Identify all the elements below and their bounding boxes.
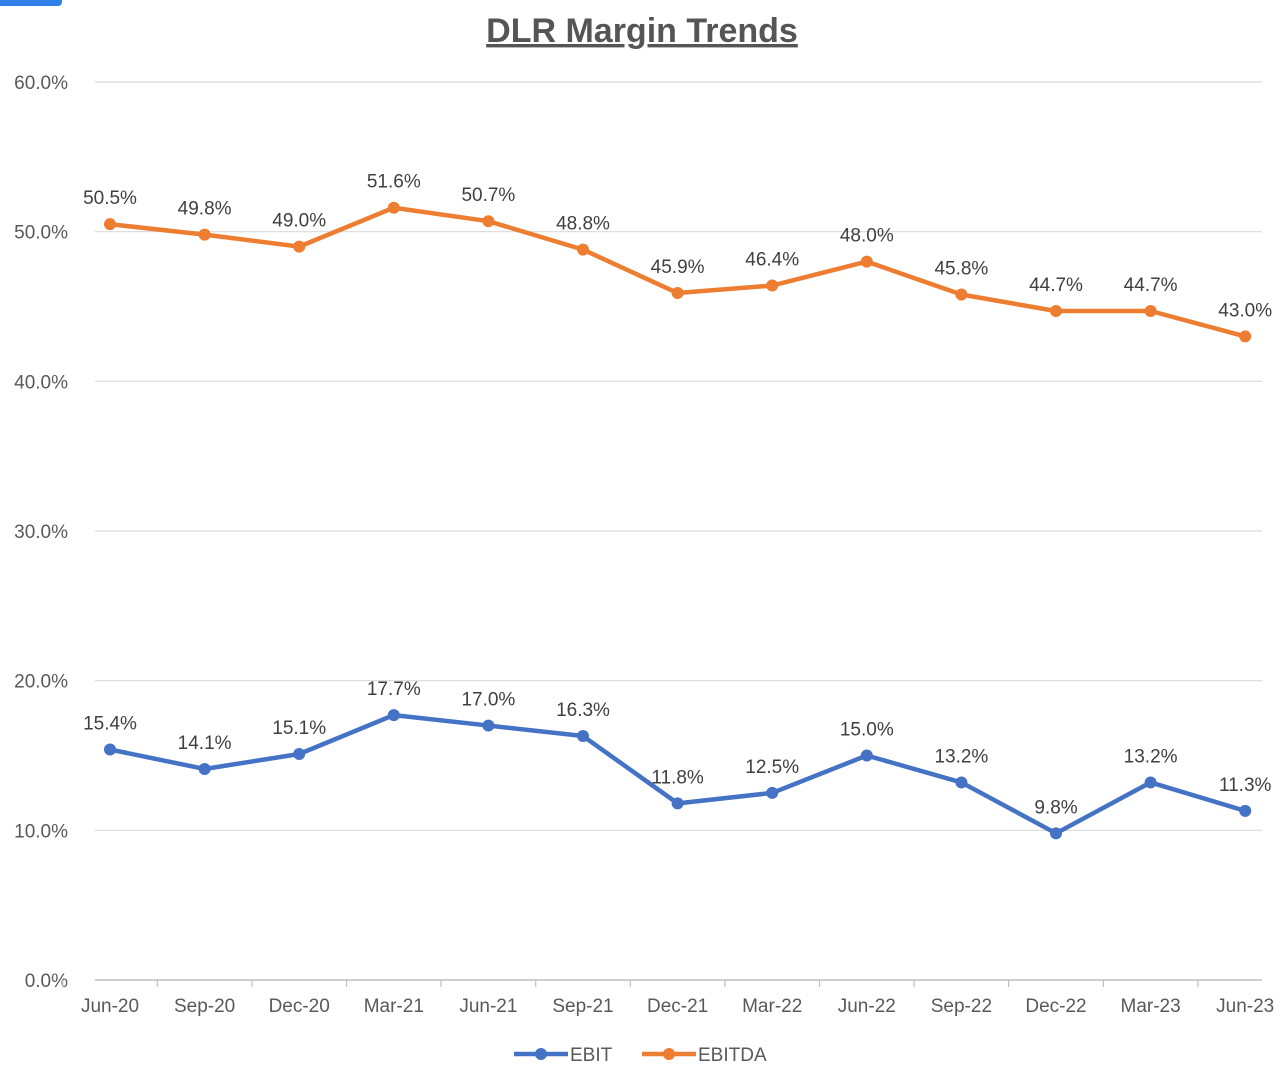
data-point-ebitda [387,201,400,214]
data-point-ebit [293,748,306,761]
corner-tab-decoration [0,0,62,6]
data-label-ebitda: 50.5% [83,188,137,209]
axes: 0.0% 10.0% 20.0% 30.0% 40.0% 50.0% 60.0% Jun-20… [14,73,1274,1017]
data-point-ebit [1050,827,1062,840]
x-tick-label: Mar-22 [742,996,802,1017]
data-label-ebitda: 51.6% [367,172,421,193]
x-tick-label: Jun-20 [81,996,139,1017]
data-point-ebit [198,762,211,775]
data-point-ebit [1144,776,1157,789]
y-tick-label: 40.0% [14,372,68,393]
data-label-ebit: 15.1% [272,718,326,739]
data-label-ebit: 11.8% [651,767,704,788]
data-label-ebit: 13.2% [1124,746,1178,767]
data-label-ebit: 15.4% [83,714,137,735]
data-labels: 15.4% 14.1% 15.1% 17.7% 17.0% 16.3% 11.8% 12.5%… [83,172,1272,819]
y-tick-label: 30.0% [14,522,68,543]
legend-label-ebitda: EBITDA [698,1045,767,1066]
series-lines [104,201,1252,840]
chart-title: DLR Margin Trends [486,12,798,50]
data-point-ebit [955,776,968,789]
y-tick-label: 0.0% [25,971,68,992]
data-label-ebit: 12.5% [745,757,799,778]
data-point-ebit [387,709,400,722]
data-point-ebitda [671,287,684,300]
data-point-ebitda [577,243,589,256]
data-label-ebitda: 49.0% [272,211,326,232]
data-label-ebitda: 48.8% [556,214,610,235]
legend-marker-ebitda [663,1048,675,1060]
gridlines [95,81,1262,831]
x-tick-label: Sep-22 [931,996,992,1017]
data-label-ebit: 13.2% [934,746,988,767]
data-point-ebitda [1050,304,1062,317]
x-tick-label: Jun-23 [1216,996,1274,1017]
data-label-ebitda: 46.4% [745,250,799,271]
data-point-ebit [860,749,873,762]
data-point-ebitda [766,279,779,292]
data-point-ebitda [198,228,211,241]
data-label-ebitda: 44.7% [1124,275,1178,296]
data-label-ebitda: 45.9% [651,257,705,278]
data-label-ebit: 11.3% [1219,775,1272,796]
legend-marker-ebit [535,1048,547,1060]
data-label-ebitda: 50.7% [461,185,515,206]
x-tick-label: Dec-22 [1025,996,1086,1017]
x-tick-label: Jun-22 [838,996,896,1017]
data-point-ebit [577,730,589,743]
legend-label-ebit: EBIT [570,1045,613,1066]
y-tick-label: 60.0% [14,73,68,94]
data-point-ebit [671,797,684,810]
data-point-ebitda [860,255,873,268]
y-tick-label: 10.0% [14,821,68,842]
data-point-ebitda [482,215,495,228]
legend: EBIT EBITDA [514,1045,767,1066]
data-label-ebitda: 48.0% [840,226,894,247]
data-label-ebitda: 43.0% [1218,300,1272,321]
y-tick-label: 50.0% [14,223,68,244]
data-label-ebit: 16.3% [556,700,610,721]
data-label-ebit: 14.1% [178,733,232,754]
data-label-ebit: 9.8% [1034,797,1077,818]
x-tick-label: Sep-21 [552,996,613,1017]
data-label-ebitda: 49.8% [178,199,232,220]
data-label-ebit: 17.0% [461,690,515,711]
data-point-ebitda [293,240,306,253]
x-tick-label: Jun-21 [459,996,517,1017]
data-point-ebit [104,743,116,756]
data-point-ebit [766,786,779,799]
data-label-ebit: 17.7% [367,679,421,700]
x-tick-label: Dec-20 [269,996,330,1017]
data-point-ebit [482,719,495,732]
data-label-ebit: 15.0% [840,720,894,741]
data-point-ebit [1239,804,1252,817]
data-point-ebitda [104,218,116,231]
data-point-ebitda [1144,304,1157,317]
x-tick-label: Mar-21 [364,996,424,1017]
data-point-ebitda [1239,330,1252,343]
data-point-ebitda [955,288,968,301]
x-tick-label: Dec-21 [647,996,708,1017]
x-tick-label: Sep-20 [174,996,235,1017]
data-label-ebitda: 45.8% [934,259,988,280]
data-label-ebitda: 44.7% [1029,275,1083,296]
y-tick-label: 20.0% [14,672,68,693]
x-tick-label: Mar-23 [1121,996,1181,1017]
